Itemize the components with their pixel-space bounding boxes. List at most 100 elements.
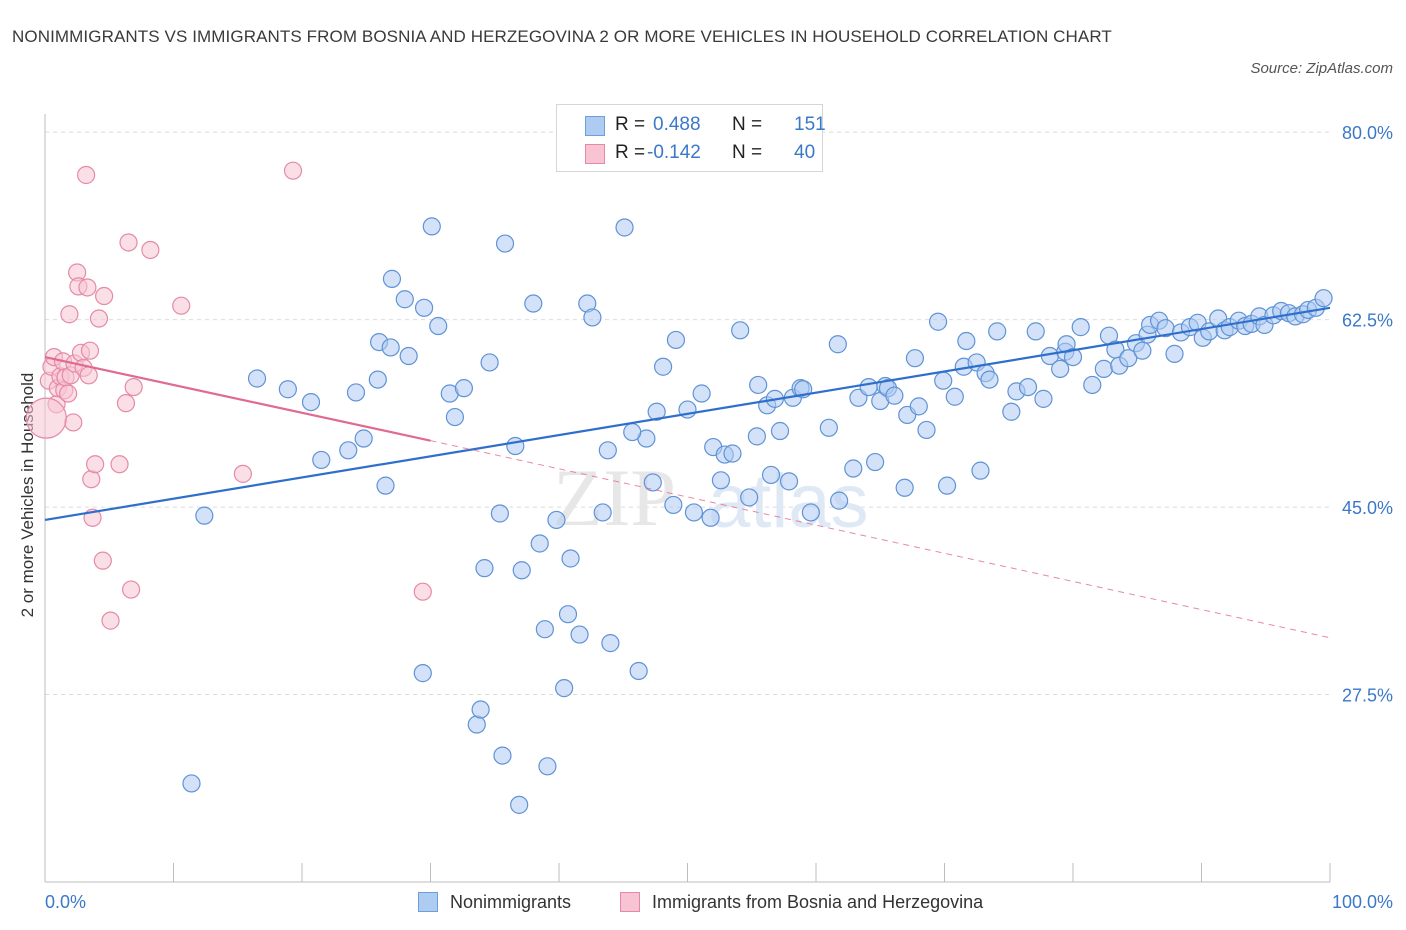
legend-r-label: R = bbox=[615, 142, 646, 163]
x-tick-labels: 0.0% 100.0% bbox=[45, 892, 1393, 912]
nonimmigrant-point bbox=[467, 715, 486, 734]
nonimmigrant-point bbox=[895, 478, 914, 497]
nonimmigrant-point bbox=[937, 476, 957, 495]
nonimmigrant-point bbox=[593, 503, 612, 522]
nonimmigrant-point bbox=[339, 441, 358, 460]
nonimmigrant-point bbox=[512, 561, 531, 580]
nonimmigrant-point bbox=[558, 605, 578, 624]
immigrant-point bbox=[77, 165, 96, 185]
bottom-legend-nonimmigrants: Nonimmigrants bbox=[418, 888, 598, 916]
immigrant-point bbox=[116, 394, 136, 413]
immigrant-point bbox=[80, 341, 100, 360]
nonimmigrant-point bbox=[988, 322, 1007, 341]
nonimmigrant-point bbox=[1018, 377, 1038, 397]
nonimmigrant-point bbox=[723, 444, 742, 463]
nonimmigrant-point bbox=[909, 397, 928, 416]
nonimmigrant-point bbox=[749, 375, 768, 395]
immigrant-point bbox=[25, 397, 67, 439]
immigrant-point bbox=[59, 384, 78, 403]
immigrant-point bbox=[79, 366, 98, 385]
nonimmigrant-point bbox=[510, 795, 529, 814]
nonimmigrant-point bbox=[664, 495, 683, 515]
nonimmigrant-point bbox=[454, 379, 474, 398]
nonimmigrant-point bbox=[801, 503, 820, 522]
nonimmigrant-point bbox=[381, 338, 400, 357]
y-tick-label: 45.0% bbox=[1342, 498, 1393, 518]
nonimmigrant-point bbox=[1119, 349, 1138, 368]
immigrant-point bbox=[233, 464, 252, 483]
nonimmigrant-point bbox=[684, 503, 704, 522]
nonimmigrant-point bbox=[945, 387, 964, 406]
immigrants-trendline bbox=[44, 356, 431, 442]
nonimmigrant-point bbox=[414, 298, 434, 317]
nonimmigrant-point bbox=[647, 402, 666, 421]
watermark: ZIP atlas bbox=[553, 452, 869, 544]
nonimmigrant-point bbox=[182, 774, 201, 793]
nonimmigrant-point bbox=[395, 290, 414, 309]
nonimmigrant-point bbox=[957, 331, 976, 351]
immigrant-point bbox=[413, 582, 432, 601]
immigrant-point bbox=[78, 278, 97, 297]
bottom-legend-label: Immigrants from Bosnia and Herzegovina bbox=[652, 892, 984, 912]
immigrant-point bbox=[64, 413, 83, 432]
y-tick-labels: 27.5% 45.0% 62.5% 80.0% bbox=[1342, 123, 1393, 705]
nonimmigrant-point bbox=[445, 407, 465, 427]
nonimmigrant-point bbox=[547, 510, 566, 530]
legend-r-label: R = bbox=[615, 114, 646, 135]
nonimmigrant-point bbox=[535, 620, 554, 639]
nonimmigrant-point bbox=[413, 664, 432, 683]
nonimmigrant-point bbox=[885, 386, 904, 405]
nonimmigrant-point bbox=[747, 427, 766, 446]
bottom-legend-swatch-blue bbox=[418, 892, 438, 912]
nonimmigrant-point bbox=[740, 488, 759, 507]
nonimmigrant-point bbox=[475, 559, 494, 578]
legend-n-value: 40 bbox=[794, 142, 816, 163]
legend-n-label: N = bbox=[732, 142, 763, 163]
nonimmigrant-point bbox=[490, 504, 509, 523]
immigrant-point bbox=[101, 611, 120, 630]
nonimmigrant-point bbox=[247, 369, 267, 388]
nonimmigrant-point bbox=[653, 357, 673, 376]
y-tick-label: 62.5% bbox=[1342, 311, 1393, 331]
nonimmigrant-point bbox=[195, 506, 214, 525]
immigrant-point bbox=[119, 233, 138, 252]
nonimmigrant-point bbox=[382, 269, 402, 288]
nonimmigrant-point bbox=[555, 679, 574, 698]
bottom-legend-label: Nonimmigrants bbox=[450, 892, 572, 912]
nonimmigrant-point bbox=[480, 353, 499, 372]
immigrant-point bbox=[121, 580, 141, 599]
immigrant-point bbox=[86, 455, 105, 474]
nonimmigrant-point bbox=[971, 461, 990, 480]
nonimmigrant-point bbox=[354, 429, 373, 448]
immigrant-point bbox=[172, 296, 191, 315]
nonimmigrant-point bbox=[471, 700, 490, 719]
legend-swatch-pink bbox=[585, 144, 605, 164]
legend-r-value: -0.142 bbox=[647, 142, 701, 163]
nonimmigrant-point bbox=[429, 316, 448, 336]
nonimmigrant-point bbox=[615, 218, 634, 237]
nonimmigrant-point bbox=[1051, 359, 1070, 378]
nonimmigrant-point bbox=[1071, 318, 1090, 337]
immigrant-point bbox=[93, 551, 112, 570]
y-tick-label: 80.0% bbox=[1342, 123, 1393, 143]
axes bbox=[44, 114, 1331, 883]
immigrant-point bbox=[141, 240, 160, 260]
nonimmigrant-point bbox=[819, 418, 838, 437]
nonimmigrant-point bbox=[1314, 289, 1333, 308]
nonimmigrant-point bbox=[643, 473, 662, 492]
nonimmigrant-point bbox=[312, 450, 331, 470]
nonimmigrant-point bbox=[830, 491, 849, 510]
immigrant-point bbox=[124, 377, 143, 397]
nonimmigrant-point bbox=[530, 534, 549, 553]
nonimmigrant-point bbox=[524, 294, 543, 313]
nonimmigrant-point bbox=[828, 335, 847, 354]
nonimmigrant-point bbox=[506, 436, 525, 456]
trendlines bbox=[44, 306, 1331, 639]
nonimmigrant-point bbox=[1094, 359, 1113, 378]
nonimmigrant-point bbox=[1133, 341, 1152, 360]
legend-r-value: 0.488 bbox=[653, 114, 701, 135]
nonimmigrant-point bbox=[905, 349, 925, 368]
nonimmigrants-series bbox=[182, 217, 1333, 814]
nonimmigrant-point bbox=[701, 508, 720, 527]
